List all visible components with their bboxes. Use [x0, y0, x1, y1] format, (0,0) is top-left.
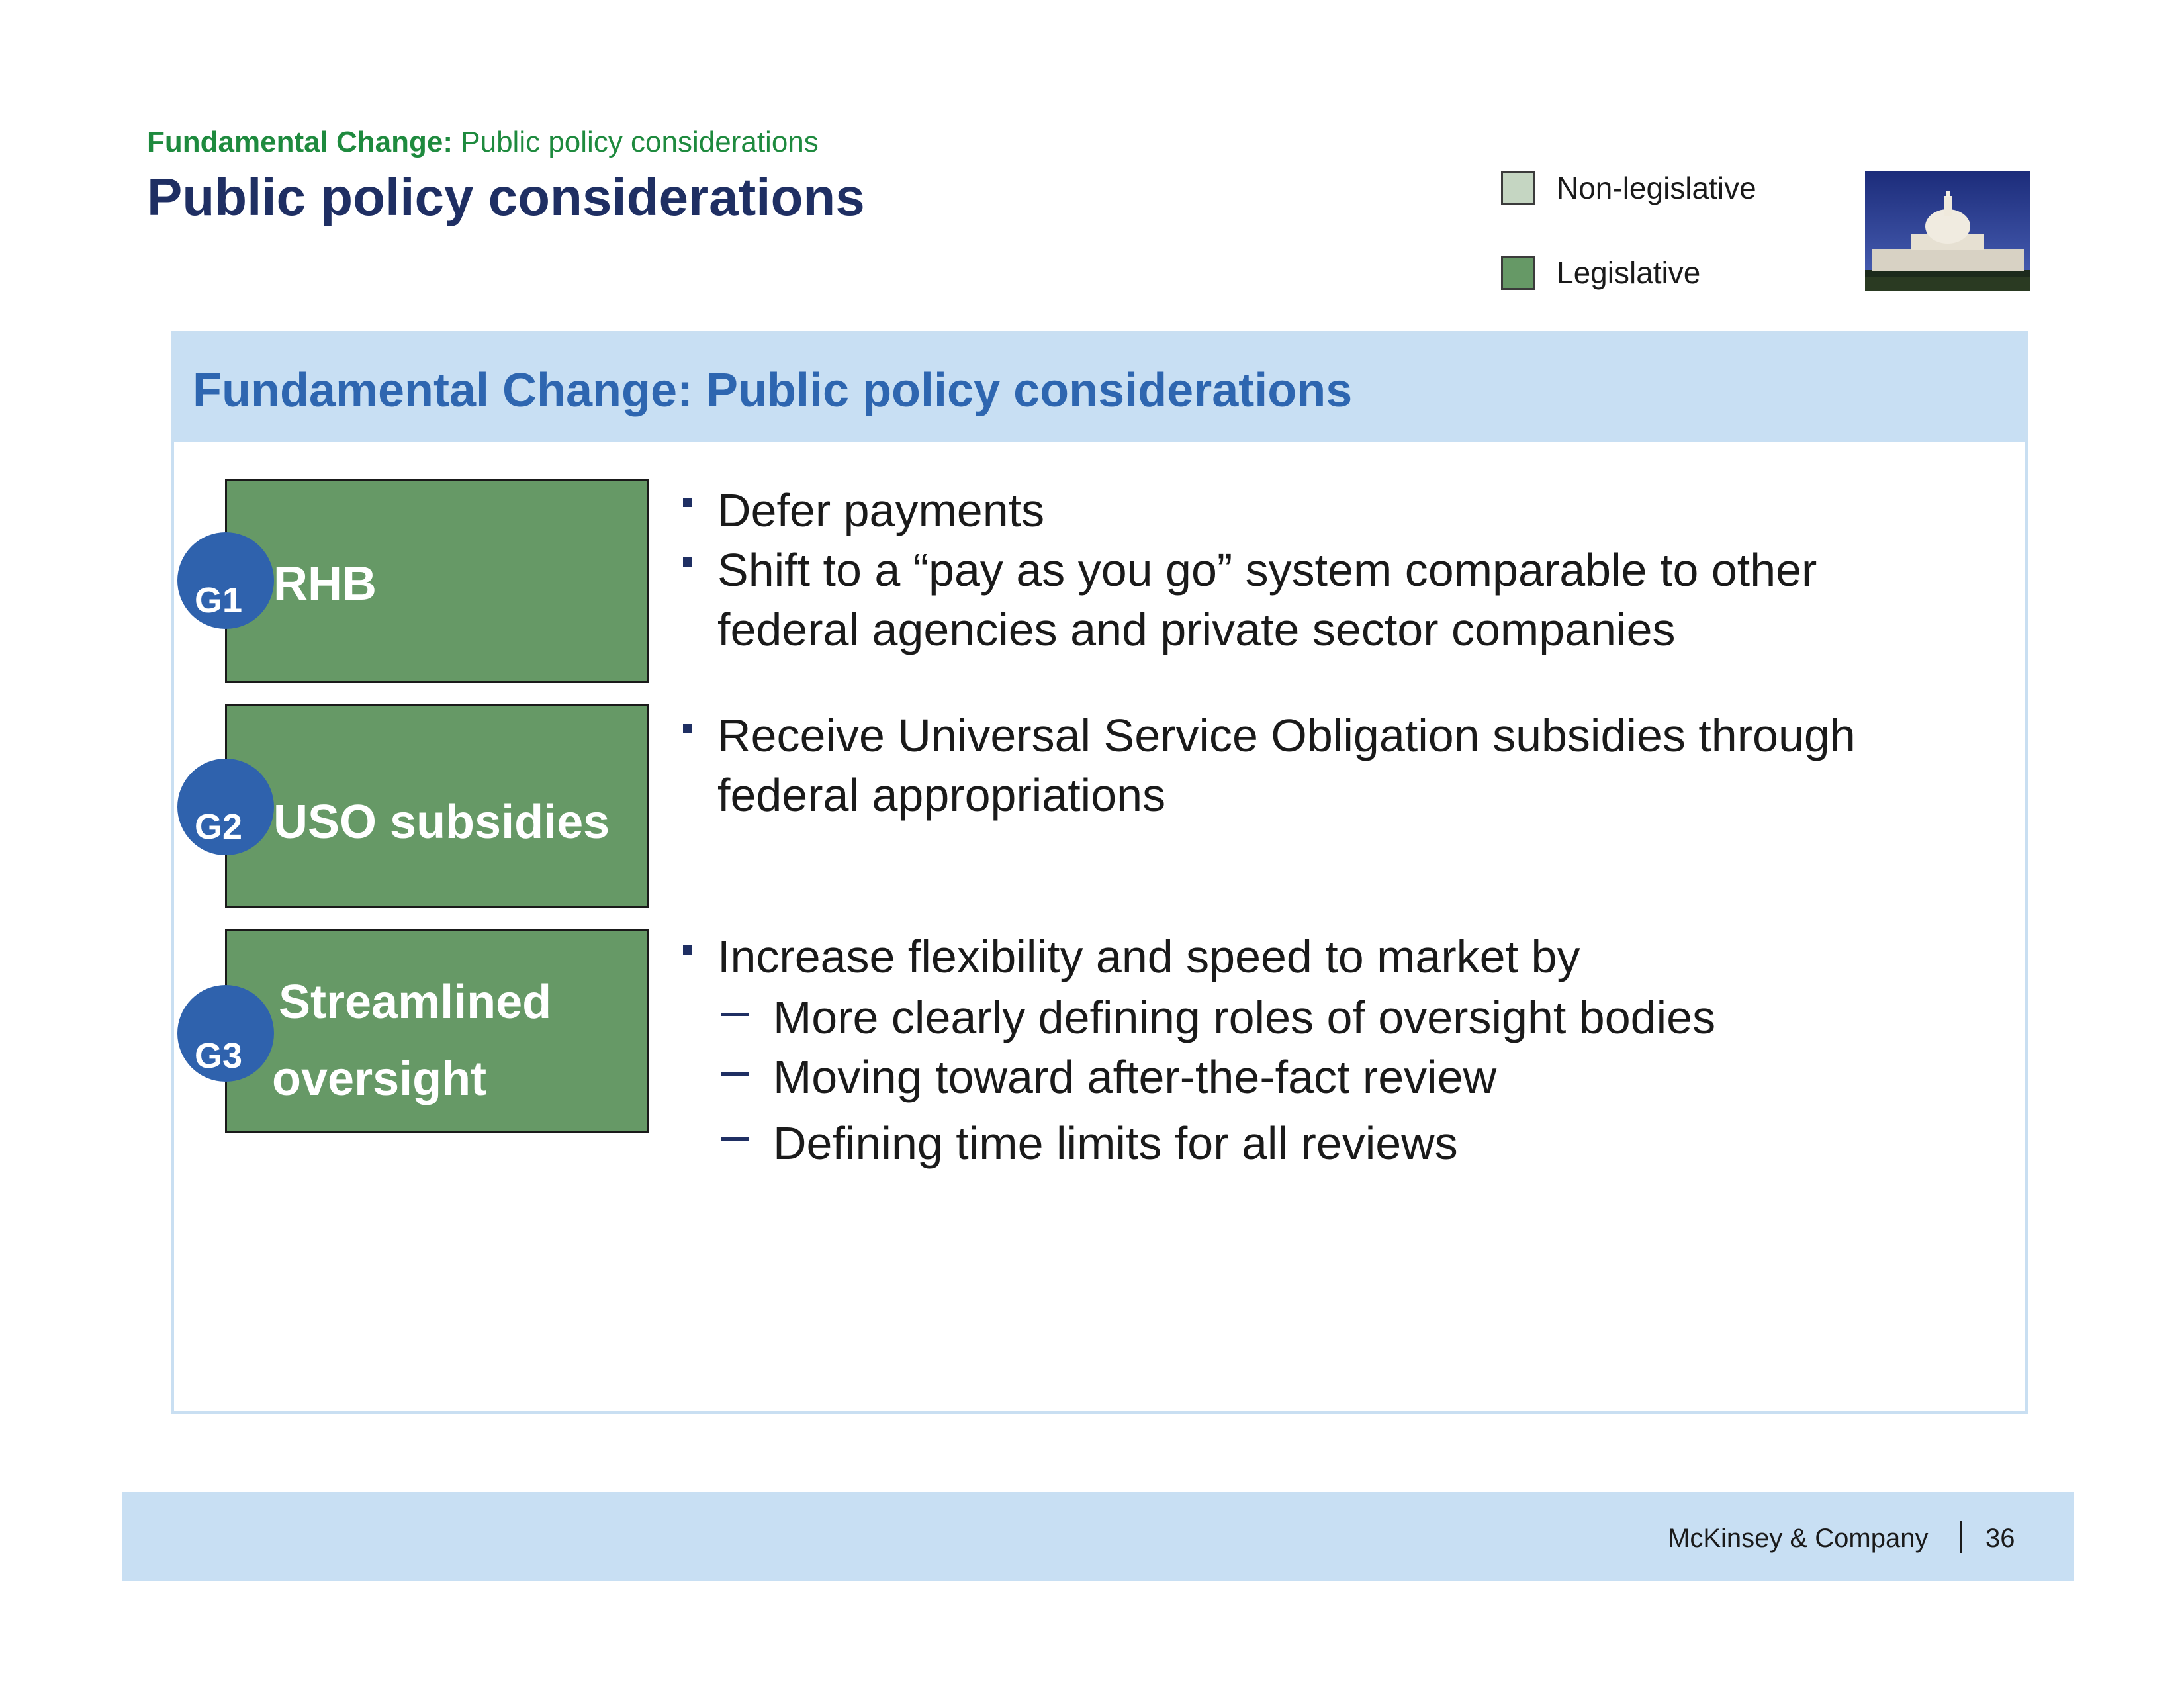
bullet-square-icon: [683, 557, 692, 567]
bullet-receive-uso: Receive Universal Service Obligation sub…: [717, 710, 1856, 761]
subbullet-after-the-fact: Moving toward after-the-fact review: [773, 1051, 1497, 1103]
footer-company: McKinsey & Company: [1668, 1524, 1929, 1553]
dash-icon: [721, 1137, 749, 1141]
bullet-square-icon: [683, 945, 692, 955]
subbullet-defining-roles: More clearly defining roles of oversight…: [773, 992, 1716, 1043]
legend-item-legislative: Legislative: [1501, 254, 1700, 291]
bullet-defer-payments: Defer payments: [717, 485, 1045, 536]
bullet-shift-continuation: federal agencies and private sector comp…: [717, 604, 1676, 655]
group-box-streamlined-oversight: Streamlined oversight: [225, 929, 649, 1133]
badge-g1-label: G1: [195, 581, 243, 620]
legend-item-non-legislative: Non-legislative: [1501, 169, 1756, 207]
legend-swatch-non-legislative: [1501, 171, 1535, 205]
group-label-streamlined: Streamlined: [279, 976, 552, 1029]
panel-title: Fundamental Change: Public policy consid…: [193, 364, 1353, 417]
footer-separator: [1960, 1521, 1962, 1553]
dash-icon: [721, 1072, 749, 1076]
legend-label-legislative: Legislative: [1557, 256, 1701, 290]
group-box-uso-subsidies: USO subsidies: [225, 704, 649, 908]
bullet-shift-pay-as-you-go: Shift to a “pay as you go” system compar…: [717, 544, 1817, 596]
dash-icon: [721, 1013, 749, 1016]
bullet-square-icon: [683, 724, 692, 733]
tracker-bold: Fundamental Change:: [147, 126, 453, 158]
footer-bar: [122, 1492, 2074, 1581]
group-label-uso-subsidies: USO subsidies: [273, 796, 610, 849]
bullet-receive-uso-continuation: federal appropriations: [717, 769, 1166, 821]
group-label-rhb: RHB: [273, 557, 377, 610]
panel-header: Fundamental Change: Public policy consid…: [174, 334, 2025, 442]
tracker-rest: Public policy considerations: [453, 126, 819, 158]
page-number: 36: [1985, 1524, 2015, 1553]
legend-label-non-legislative: Non-legislative: [1557, 171, 1756, 205]
capitol-photo: [1865, 171, 2030, 291]
page-title: Public policy considerations: [147, 167, 865, 226]
badge-g3-label: G3: [195, 1036, 243, 1076]
legend-swatch-legislative: [1501, 256, 1535, 290]
bullet-square-icon: [683, 498, 692, 507]
badge-g1: G1: [177, 532, 274, 629]
badge-g3: G3: [177, 985, 274, 1082]
group-label-oversight: oversight: [272, 1053, 487, 1105]
group-box-rhb: RHB: [225, 479, 649, 683]
subbullet-time-limits: Defining time limits for all reviews: [773, 1117, 1458, 1169]
tracker-line: Fundamental Change: Public policy consid…: [147, 126, 819, 159]
bullet-increase-flexibility: Increase flexibility and speed to market…: [717, 931, 1580, 982]
badge-g2: G2: [177, 759, 274, 855]
badge-g2-label: G2: [195, 807, 243, 847]
